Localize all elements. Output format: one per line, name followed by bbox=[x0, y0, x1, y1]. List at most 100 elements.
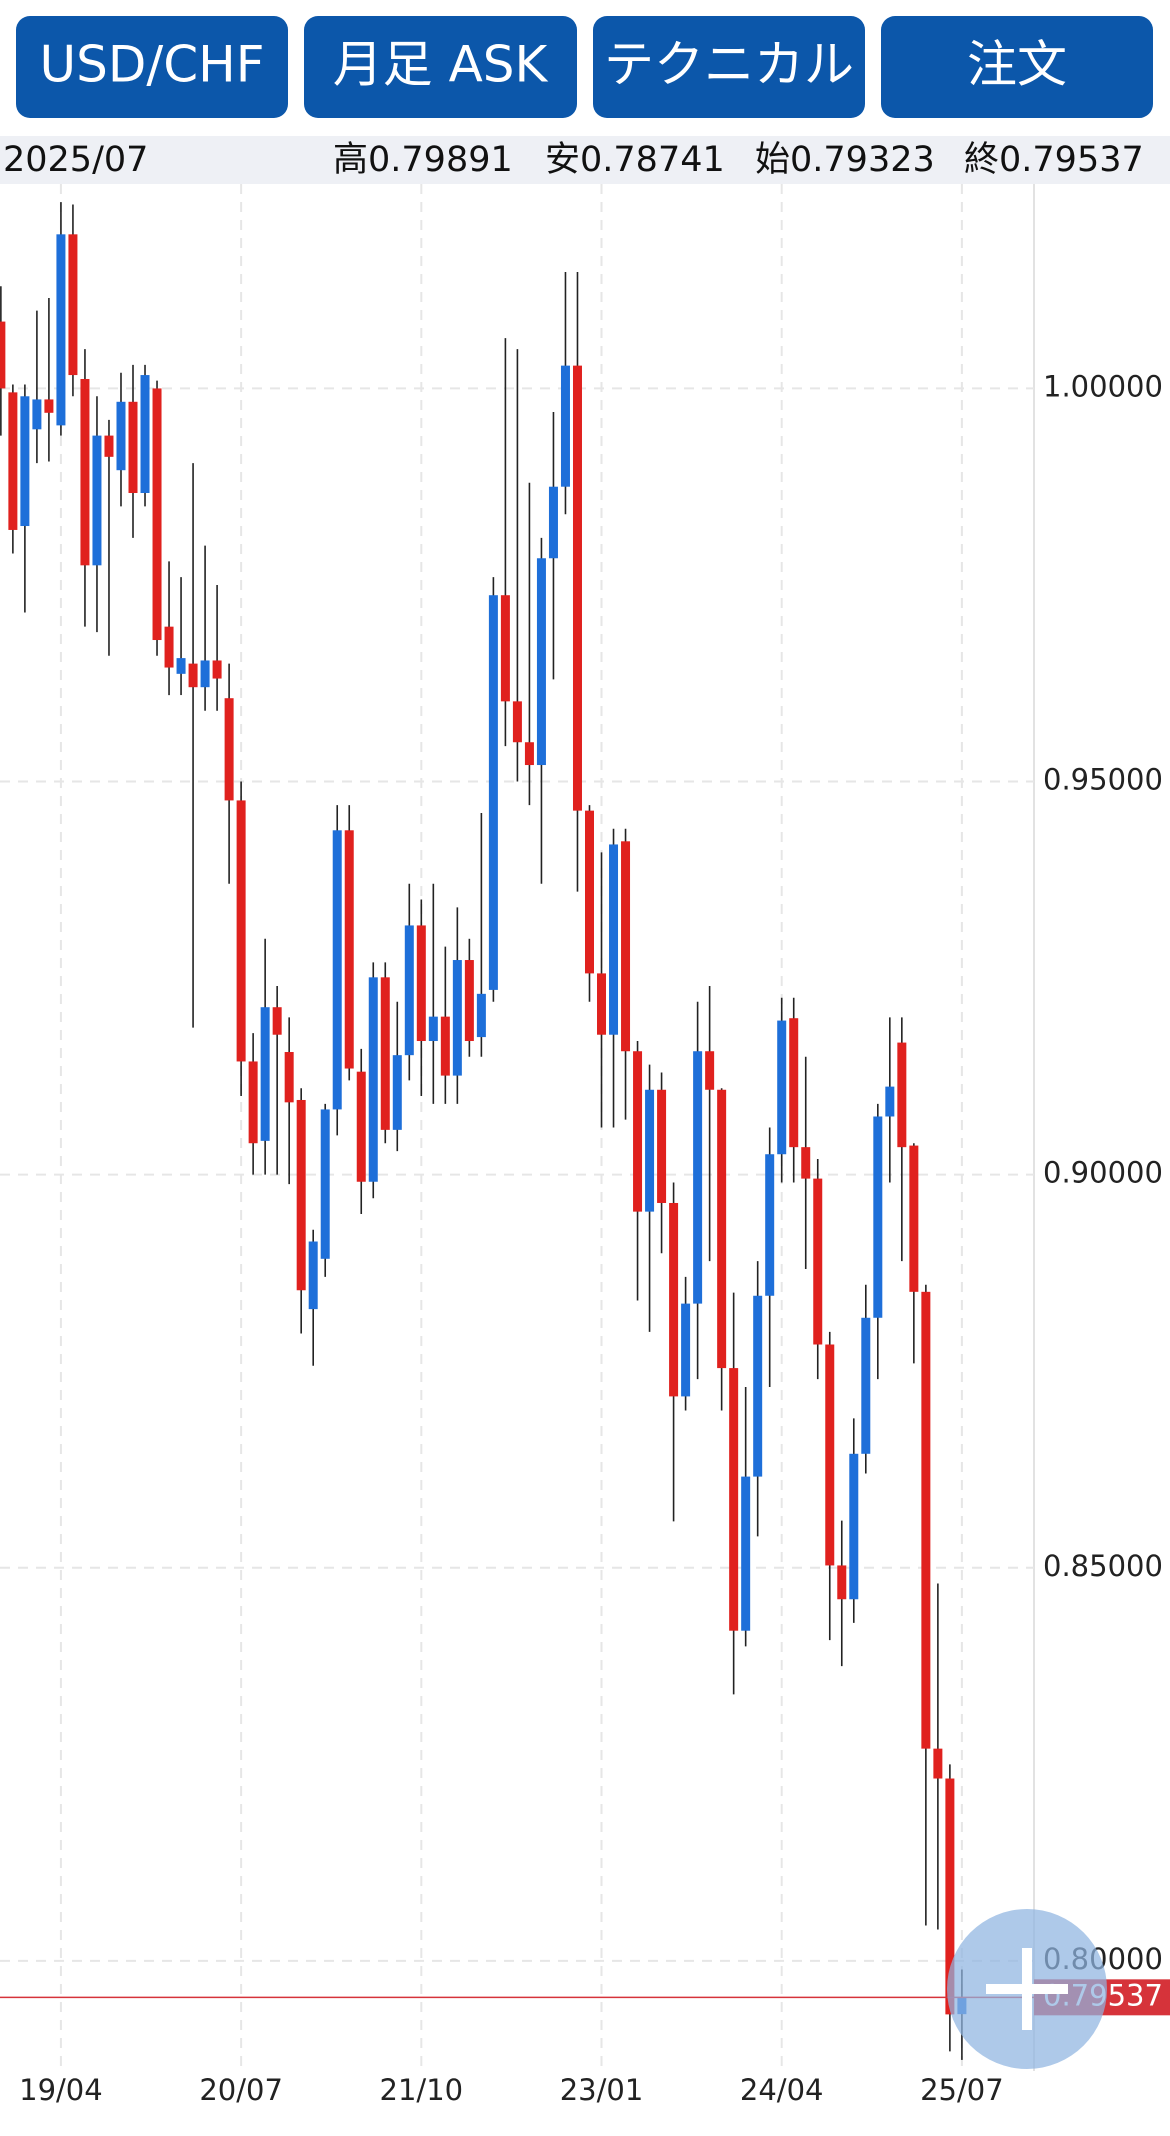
technical-button-label[interactable]: テクニカル bbox=[604, 36, 854, 94]
candle-body bbox=[500, 595, 510, 702]
info-high-label: 高 bbox=[333, 140, 368, 180]
info-low-label: 安 bbox=[545, 140, 580, 180]
info-low-value: 0.78741 bbox=[580, 140, 725, 180]
info-date: 2025/07 bbox=[3, 140, 148, 180]
info-bar bbox=[0, 136, 1170, 184]
candle-body bbox=[560, 365, 570, 487]
candle-body bbox=[476, 993, 486, 1038]
candle-body bbox=[765, 1154, 775, 1296]
technical-button[interactable] bbox=[593, 16, 865, 118]
overlay-layer: 0.79537 bbox=[0, 1909, 1170, 2069]
x-tick-label: 19/04 bbox=[19, 2073, 103, 2107]
candle-body bbox=[212, 660, 222, 679]
candle-body bbox=[260, 1007, 270, 1141]
candle-body bbox=[621, 841, 631, 1052]
candle-body bbox=[801, 1147, 811, 1179]
info-open-label: 始 bbox=[755, 140, 790, 180]
add-button-icon[interactable] bbox=[986, 1984, 1068, 1994]
candle-body bbox=[248, 1061, 258, 1144]
candle-body bbox=[572, 365, 582, 811]
candle-body bbox=[705, 1051, 715, 1090]
y-tick-label: 0.85000 bbox=[1043, 1549, 1163, 1583]
candle-body bbox=[885, 1086, 895, 1117]
candle-body bbox=[224, 698, 234, 801]
candle-body bbox=[897, 1042, 907, 1148]
x-tick-label: 25/07 bbox=[920, 2073, 1004, 2107]
candle-body bbox=[188, 663, 198, 688]
candle-body bbox=[633, 1051, 643, 1212]
candle-body bbox=[416, 925, 426, 1042]
candle-body bbox=[849, 1453, 859, 1600]
order-button[interactable] bbox=[881, 16, 1153, 118]
x-tick-label: 23/01 bbox=[560, 2073, 644, 2107]
candle-body bbox=[524, 742, 534, 766]
candle-body bbox=[236, 800, 246, 1062]
candle-body bbox=[717, 1089, 727, 1369]
y-tick-label: 0.95000 bbox=[1043, 763, 1163, 797]
info-open-value: 0.79323 bbox=[790, 140, 935, 180]
candle-body bbox=[669, 1202, 679, 1397]
info-low: 安0.78741 bbox=[545, 140, 725, 180]
candle-body bbox=[80, 378, 90, 566]
info-close-value: 0.79537 bbox=[999, 140, 1144, 180]
candle-body bbox=[536, 558, 546, 766]
candle-body bbox=[933, 1748, 943, 1779]
candle-body bbox=[44, 399, 54, 413]
candle-body bbox=[140, 375, 150, 493]
candle-body bbox=[645, 1089, 655, 1212]
info-close-label: 終 bbox=[964, 140, 999, 180]
candle-body bbox=[440, 1016, 450, 1076]
candle-body bbox=[548, 486, 558, 559]
candle-body bbox=[20, 396, 30, 527]
candle-body bbox=[657, 1089, 667, 1203]
info-high-value: 0.79891 bbox=[368, 140, 513, 180]
candle-body bbox=[921, 1291, 931, 1749]
period-button-label[interactable]: 月足 ASK bbox=[333, 36, 549, 94]
order-button-label[interactable]: 注文 bbox=[967, 36, 1067, 94]
candle-body bbox=[753, 1295, 763, 1477]
candle-body bbox=[344, 830, 354, 1069]
candle-body bbox=[152, 388, 162, 641]
candle-body bbox=[428, 1016, 438, 1042]
x-tick-label: 21/10 bbox=[380, 2073, 464, 2107]
candle-body bbox=[452, 960, 462, 1076]
candle-body bbox=[200, 660, 210, 688]
candle-body bbox=[837, 1565, 847, 1600]
candle-body bbox=[116, 401, 126, 471]
candle-body bbox=[945, 1778, 955, 2015]
candle-body bbox=[488, 595, 498, 990]
candle-body bbox=[597, 973, 607, 1035]
candle-body bbox=[0, 321, 6, 389]
candles-layer bbox=[0, 202, 967, 2060]
x-tick-label: 24/04 bbox=[740, 2073, 824, 2107]
candle-body bbox=[789, 1018, 799, 1148]
candle-body bbox=[404, 925, 414, 1056]
candle-body bbox=[777, 1020, 787, 1155]
candle-body bbox=[584, 810, 594, 974]
candle-body bbox=[681, 1303, 691, 1397]
candle-body bbox=[356, 1071, 366, 1182]
candle-body bbox=[332, 830, 342, 1110]
candle-body bbox=[825, 1344, 835, 1566]
candle-body bbox=[92, 435, 102, 566]
symbol-button-label[interactable]: USD/CHF bbox=[40, 36, 265, 94]
candle-body bbox=[609, 844, 619, 1035]
candle-body bbox=[104, 435, 114, 457]
candle-body bbox=[284, 1052, 294, 1103]
candle-body bbox=[813, 1178, 823, 1345]
candle-body bbox=[164, 626, 174, 668]
candle-body bbox=[176, 658, 186, 674]
candle-body bbox=[308, 1241, 318, 1310]
candle-body bbox=[32, 399, 42, 430]
candle-body bbox=[909, 1145, 919, 1292]
y-tick-label: 1.00000 bbox=[1043, 369, 1163, 403]
candle-body bbox=[380, 977, 390, 1130]
candle-body bbox=[272, 1007, 282, 1035]
info-open: 始0.79323 bbox=[755, 140, 935, 180]
candle-body bbox=[68, 234, 78, 376]
symbol-button[interactable] bbox=[16, 16, 288, 118]
period-button[interactable] bbox=[304, 16, 577, 118]
candle-body bbox=[392, 1055, 402, 1130]
